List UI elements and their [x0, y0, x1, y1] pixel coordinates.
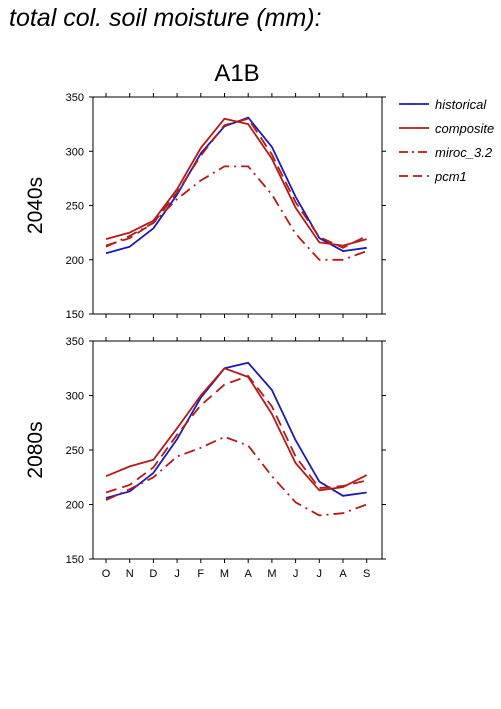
x-tick-label: M — [267, 568, 276, 580]
legend-label: pcm1 — [434, 169, 467, 184]
y-tick-label: 200 — [66, 255, 84, 267]
x-tick-label: F — [197, 568, 204, 580]
panel-label: 2080s — [24, 421, 47, 478]
series-line-pcm1 — [105, 374, 367, 494]
x-tick-label: J — [317, 568, 323, 580]
y-tick-label: 150 — [66, 309, 84, 321]
plot-frame — [92, 96, 383, 315]
y-tick-label: 350 — [66, 336, 84, 348]
x-tick-label: O — [102, 568, 111, 580]
x-tick-label: A — [245, 568, 253, 580]
x-tick-label: N — [126, 568, 134, 580]
x-tick-label: S — [363, 568, 370, 580]
legend-label: miroc_3.2 — [435, 145, 493, 160]
x-tick-label: A — [339, 568, 347, 580]
y-tick-label: 200 — [66, 500, 84, 512]
panel-2040s: 150 200 250 300 350 2040s — [24, 92, 386, 321]
y-tick-label: 250 — [66, 445, 84, 457]
legend: historical composite miroc_3.2 pcm1 — [399, 97, 494, 184]
y-tick-label: 250 — [66, 201, 84, 213]
x-tick-label: M — [220, 568, 229, 580]
panel-label: 2040s — [24, 177, 47, 234]
scenario-title: A1B — [214, 60, 259, 87]
series-line-historical — [105, 116, 367, 255]
series-line-composite — [105, 117, 367, 247]
y-tick-label: 300 — [66, 146, 84, 158]
y-tick-label: 150 — [66, 554, 84, 566]
x-tick-label: D — [149, 568, 157, 580]
series-line-miroc-3-2 — [105, 165, 368, 261]
x-tick-label: J — [174, 568, 180, 580]
legend-label: historical — [435, 97, 487, 112]
x-tick-label: J — [293, 568, 299, 580]
y-tick-label: 350 — [66, 92, 84, 104]
legend-label: composite — [435, 121, 494, 136]
y-tick-label: 300 — [66, 391, 84, 403]
figure-title: total col. soil moisture (mm): — [9, 4, 322, 32]
panel-2080s: 150 200 250 300 350 O N D J F M A M J J A S 2080s — [24, 336, 386, 580]
series-line-composite — [105, 367, 368, 492]
series-line-historical — [105, 361, 367, 499]
series-line-miroc-3-2 — [105, 435, 368, 517]
series-line-pcm1 — [105, 117, 368, 249]
